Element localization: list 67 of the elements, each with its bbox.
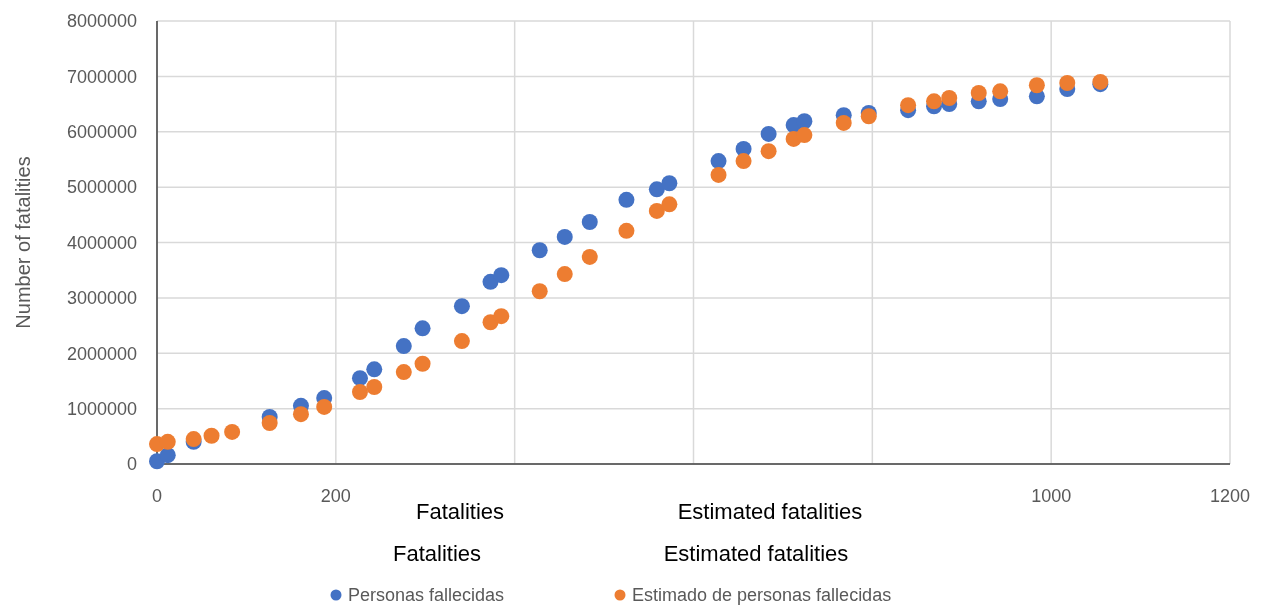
point <box>796 127 813 144</box>
point <box>453 333 470 350</box>
point <box>900 97 917 114</box>
point <box>1028 77 1045 94</box>
point <box>556 266 573 283</box>
point <box>760 125 777 142</box>
point <box>531 242 548 259</box>
point <box>835 114 852 131</box>
point <box>648 202 665 219</box>
point <box>414 355 431 372</box>
point <box>493 267 510 284</box>
point <box>351 384 368 400</box>
point <box>159 433 176 450</box>
point <box>493 308 510 325</box>
point <box>556 228 573 245</box>
point <box>1059 75 1076 91</box>
point <box>648 181 665 198</box>
y-tick-label: 4000000 <box>66 232 137 253</box>
y-tick-label: 1000000 <box>66 398 137 419</box>
y-tick-label: 6000000 <box>66 122 137 143</box>
point <box>531 283 548 300</box>
x-tick-label: 0 <box>151 486 163 506</box>
legend-label: Personas fallecidas <box>348 585 505 606</box>
text: Estimated fatalities <box>677 498 863 524</box>
point <box>453 298 470 315</box>
point <box>414 320 431 337</box>
point <box>710 153 727 170</box>
point <box>735 153 752 170</box>
point <box>796 113 813 130</box>
text: Fatalities <box>392 540 482 566</box>
y-tick-label: 7000000 <box>66 66 137 87</box>
x-tick-label: 1000 <box>1031 486 1072 506</box>
point <box>395 338 412 355</box>
point <box>292 406 309 423</box>
point <box>366 379 383 396</box>
point <box>618 222 635 239</box>
point <box>992 83 1009 100</box>
y-tick-label: 0 <box>126 454 137 475</box>
point <box>941 89 958 106</box>
point <box>261 415 278 432</box>
point <box>224 423 241 440</box>
point <box>159 447 176 464</box>
point <box>860 108 877 125</box>
y-tick-label: 8000000 <box>66 11 137 32</box>
point <box>618 191 635 208</box>
y-tick-label: 5000000 <box>66 177 137 198</box>
point <box>395 364 412 381</box>
point <box>661 175 678 192</box>
y-axis-title: Number of fatalities <box>12 156 34 329</box>
x-tick-label: 200 <box>320 486 351 506</box>
point <box>970 85 987 101</box>
point <box>351 370 368 387</box>
x-tick-label: 1200 <box>1209 486 1251 506</box>
point <box>366 361 383 378</box>
y-tick-label: 3000000 <box>66 288 137 309</box>
y-tick-label: 2000000 <box>66 343 137 364</box>
text: Fatalities <box>415 498 505 524</box>
point <box>710 166 727 183</box>
legend-label: Estimado de personas fallecidas <box>632 585 892 606</box>
point <box>581 214 598 230</box>
point <box>203 427 220 444</box>
text: Estimated fatalities <box>663 540 849 566</box>
point <box>316 398 333 415</box>
point <box>661 196 678 213</box>
point <box>926 93 943 110</box>
point <box>581 248 598 265</box>
point <box>760 143 777 160</box>
